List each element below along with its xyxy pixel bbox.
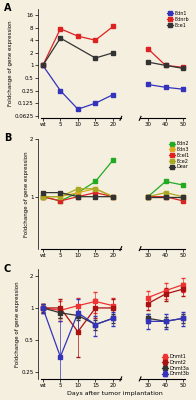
- Y-axis label: Foldchange of gene expression: Foldchange of gene expression: [24, 151, 29, 237]
- Line: Edn1: Edn1: [41, 64, 115, 111]
- Ece2: [112, 194, 114, 199]
- Ecel1: [77, 194, 79, 199]
- Edn3: [94, 186, 97, 191]
- Ednrb: [77, 34, 79, 38]
- Edn3: [77, 190, 79, 195]
- Ece1: [112, 50, 114, 55]
- Edn1: [112, 92, 114, 97]
- Edn3: [42, 194, 44, 199]
- Ece1: [59, 36, 62, 40]
- Edn1: [42, 63, 44, 68]
- Ecel1: [59, 198, 62, 203]
- Ednrb: [112, 24, 114, 29]
- Legend: Dnmt1, Dnmt2, Dnmt3a, Dnmt3b: Dnmt1, Dnmt2, Dnmt3a, Dnmt3b: [161, 353, 190, 378]
- Ece2: [59, 194, 62, 199]
- Edn1: [77, 107, 79, 112]
- Ednrb: [94, 38, 97, 43]
- Line: Edn2: Edn2: [41, 158, 115, 203]
- Bar: [121, 139, 140, 249]
- Ecel1: [42, 194, 44, 199]
- Edn2: [112, 158, 114, 162]
- Edn2: [42, 194, 44, 199]
- Ece2: [77, 186, 79, 191]
- Edn2: [94, 179, 97, 184]
- Dear: [112, 194, 114, 199]
- Line: Ece1: Ece1: [41, 36, 115, 67]
- X-axis label: Days after tumor implantation: Days after tumor implantation: [67, 391, 163, 396]
- Text: B: B: [4, 134, 11, 144]
- Y-axis label: Foldchange of gene expression: Foldchange of gene expression: [15, 281, 20, 367]
- Line: Ecel1: Ecel1: [41, 191, 115, 203]
- Y-axis label: Foldchange of gene expression: Foldchange of gene expression: [8, 21, 13, 106]
- Text: C: C: [4, 264, 11, 274]
- Edn3: [59, 194, 62, 199]
- Dear: [59, 190, 62, 195]
- Edn2: [77, 190, 79, 195]
- Ednrb: [59, 26, 62, 31]
- Text: A: A: [4, 3, 11, 13]
- Edn2: [59, 198, 62, 203]
- Edn1: [59, 88, 62, 93]
- Line: Ednrb: Ednrb: [41, 25, 115, 67]
- Line: Ece2: Ece2: [41, 187, 115, 198]
- Ednrb: [42, 63, 44, 68]
- Ece2: [42, 194, 44, 199]
- Legend: Edn2, Edn3, Ecel1, Ece2, Dear: Edn2, Edn3, Ecel1, Ece2, Dear: [168, 140, 190, 170]
- Dear: [77, 194, 79, 199]
- Dear: [94, 194, 97, 199]
- Ece1: [94, 56, 97, 60]
- Dear: [42, 190, 44, 195]
- Ece2: [94, 186, 97, 191]
- Edn3: [112, 194, 114, 199]
- Bar: [121, 269, 140, 379]
- Legend: Edn1, Ednrb, Ece1: Edn1, Ednrb, Ece1: [167, 10, 190, 28]
- Ecel1: [112, 194, 114, 199]
- Ece1: [42, 63, 44, 68]
- Line: Edn3: Edn3: [41, 187, 115, 198]
- Bar: [121, 9, 140, 118]
- Ecel1: [94, 190, 97, 195]
- Line: Dear: Dear: [41, 191, 115, 198]
- Edn1: [94, 101, 97, 106]
